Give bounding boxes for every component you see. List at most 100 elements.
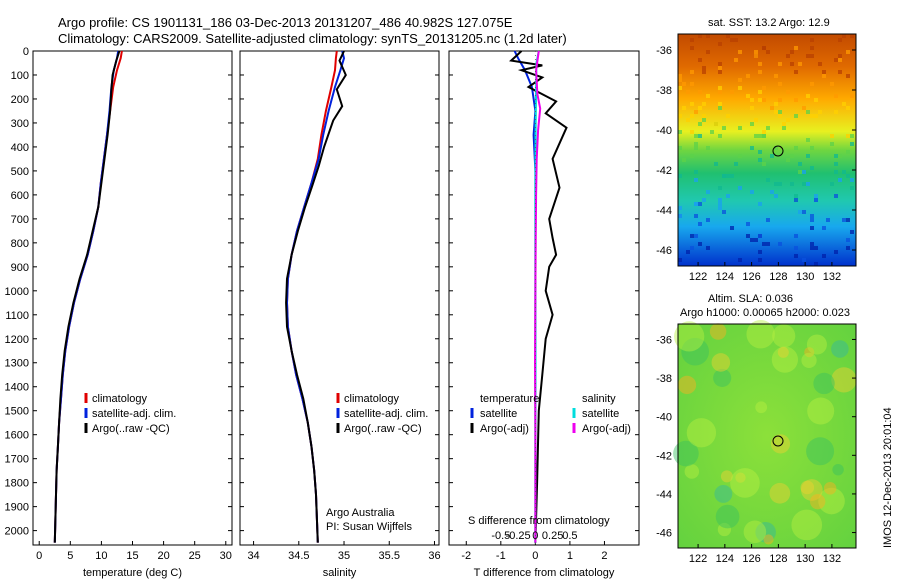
sst-pixel (754, 54, 758, 58)
depth-tick-label: 1000 (5, 286, 29, 298)
sla-anomaly-blob (735, 472, 746, 483)
s-tick-label: -0.5 (491, 530, 510, 542)
series-line (533, 50, 542, 543)
sst-pixel (798, 162, 802, 166)
sst-pixel (762, 46, 766, 50)
sst-pixel (734, 38, 738, 42)
sst-pixel (774, 74, 778, 78)
sla-argo-position-marker (772, 435, 784, 447)
sst-pixel (750, 122, 754, 126)
sst-pixel (794, 46, 798, 50)
sst-pixel (806, 54, 810, 58)
x-tick-label: -2 (461, 550, 471, 562)
sst-pixel (718, 186, 722, 190)
sst-pixel (746, 226, 750, 230)
sla-map-title-line-2: Argo h1000: 0.00065 h2000: 0.023 (680, 307, 850, 319)
sst-pixel (702, 102, 706, 106)
sst-pixel (778, 62, 782, 66)
sst-pixel (790, 50, 794, 54)
x-tick-label: 34 (247, 550, 259, 562)
sst-pixel (762, 134, 766, 138)
sst-pixel (774, 146, 778, 150)
sst-pixel (730, 38, 734, 42)
sst-pixel (698, 242, 702, 246)
series-line (285, 50, 346, 543)
x-tick-label: 0 (532, 550, 538, 562)
x-tick-label: 30 (220, 550, 232, 562)
legend-climatology-label: climatology (344, 393, 400, 405)
sst-pixel (718, 90, 722, 94)
sst-pixel (794, 70, 798, 74)
sst-pixel (846, 174, 850, 178)
sst-pixel (822, 226, 826, 230)
map-lat-tick-label: -42 (656, 165, 672, 177)
sst-pixel (718, 66, 722, 70)
sst-pixel (694, 142, 698, 146)
sla-map-axes: 122 124 126 128 130 132 -36 -38 -40 -42 -44 -46 (656, 334, 856, 565)
sst-pixel (846, 50, 850, 54)
sst-pixel (738, 258, 742, 262)
sst-pixel (802, 106, 806, 110)
sla-anomaly-blob (777, 346, 789, 358)
x-tick-label: 36 (428, 550, 440, 562)
sst-pixel (794, 194, 798, 198)
sst-pixel (850, 142, 854, 146)
difference-panel-frame (448, 50, 640, 546)
sst-map-frame (677, 33, 857, 267)
sst-pixel (830, 134, 834, 138)
sst-pixel (834, 58, 838, 62)
x-tick-label: 15 (126, 550, 138, 562)
sst-pixel (686, 250, 690, 254)
sst-pixel (738, 50, 742, 54)
sst-pixel (698, 222, 702, 226)
sst-pixel (810, 214, 814, 218)
sst-pixel (758, 90, 762, 94)
sst-pixel (694, 134, 698, 138)
x-axis-label: salinity (323, 567, 357, 579)
sst-pixel (730, 174, 734, 178)
depth-tick-label: 1300 (5, 358, 29, 370)
sst-pixel (718, 198, 722, 202)
s-tick-label: 0.25 (542, 530, 563, 542)
sst-pixel (802, 258, 806, 262)
sst-pixel (778, 82, 782, 86)
sst-pixel (766, 242, 770, 246)
sst-pixel (702, 118, 706, 122)
sst-pixel (738, 186, 742, 190)
temperature-plot: 0 5 10 15 20 25 30 temperature (deg C) (36, 50, 232, 579)
x-tick-label: 10 (95, 550, 107, 562)
sla-map: 122 124 126 128 130 132 -36 -38 -40 -42 -44 -46 (656, 319, 857, 565)
sst-pixel (678, 86, 682, 90)
sst-pixel (842, 218, 846, 222)
sst-pixel (698, 34, 702, 38)
sst-pixel (738, 154, 742, 158)
sst-pixel (690, 70, 694, 74)
sst-pixel (774, 110, 778, 114)
sst-pixel (682, 106, 686, 110)
sst-pixel (814, 262, 818, 266)
sst-pixel (738, 126, 742, 130)
sst-pixel (810, 166, 814, 170)
depth-tick-label: 1800 (5, 478, 29, 490)
sst-pixel (782, 126, 786, 130)
legend-salinity-satellite-label: satellite (582, 408, 619, 420)
sst-pixel (762, 162, 766, 166)
sst-pixel (690, 234, 694, 238)
depth-tick-label: 1900 (5, 502, 29, 514)
legend-salinity-heading: salinity (582, 393, 616, 405)
sst-pixel (826, 218, 830, 222)
sst-pixel (806, 182, 810, 186)
sst-pixel (758, 62, 762, 66)
sst-pixel (694, 170, 698, 174)
sst-pixel (758, 234, 762, 238)
sst-pixel (738, 86, 742, 90)
sst-pixel (822, 254, 826, 258)
sst-pixel (706, 50, 710, 54)
map-lat-tick-label: -46 (656, 528, 672, 540)
sst-pixel (718, 202, 722, 206)
x-tick-label: 20 (157, 550, 169, 562)
sst-pixel (750, 146, 754, 150)
sst-pixel (718, 206, 722, 210)
map-lon-tick-label: 124 (716, 553, 734, 565)
